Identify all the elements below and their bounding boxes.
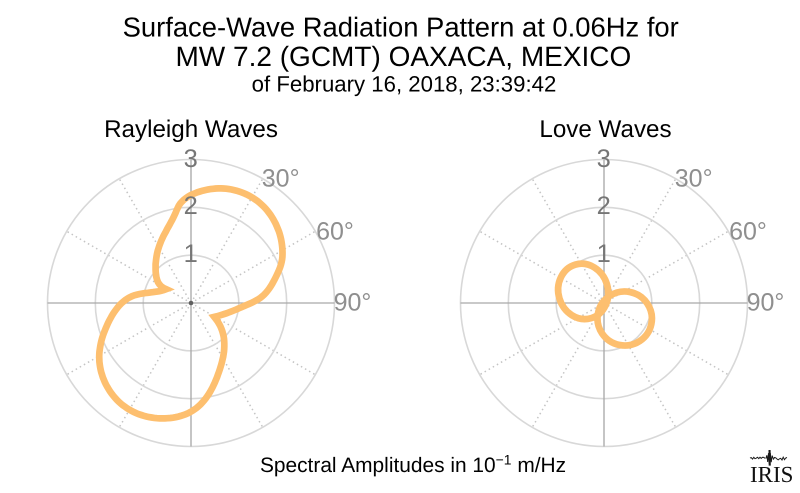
svg-text:of February 16, 2018, 23:39:42: of February 16, 2018, 23:39:42 bbox=[252, 72, 557, 97]
svg-text:Rayleigh Waves: Rayleigh Waves bbox=[104, 116, 278, 143]
svg-text:90°: 90° bbox=[747, 289, 785, 317]
svg-text:MW 7.2 (GCMT) OAXACA, MEXICO: MW 7.2 (GCMT) OAXACA, MEXICO bbox=[175, 41, 631, 72]
svg-text:2: 2 bbox=[597, 192, 611, 220]
svg-text:3: 3 bbox=[597, 145, 611, 173]
svg-text:1: 1 bbox=[597, 240, 611, 268]
svg-text:Surface-Wave Radiation Pattern: Surface-Wave Radiation Pattern at 0.06Hz… bbox=[123, 12, 679, 43]
svg-text:IRIS: IRIS bbox=[750, 462, 793, 487]
svg-text:60°: 60° bbox=[316, 218, 354, 246]
svg-text:30°: 30° bbox=[262, 164, 300, 192]
svg-text:90°: 90° bbox=[334, 289, 372, 317]
svg-text:30°: 30° bbox=[675, 164, 713, 192]
svg-text:Spectral Amplitudes in 10−1 m/: Spectral Amplitudes in 10−1 m/Hz bbox=[260, 451, 566, 477]
svg-text:Love Waves: Love Waves bbox=[539, 116, 671, 143]
svg-text:60°: 60° bbox=[729, 218, 767, 246]
svg-text:3: 3 bbox=[184, 145, 198, 173]
svg-text:1: 1 bbox=[184, 240, 198, 268]
svg-text:2: 2 bbox=[184, 192, 198, 220]
